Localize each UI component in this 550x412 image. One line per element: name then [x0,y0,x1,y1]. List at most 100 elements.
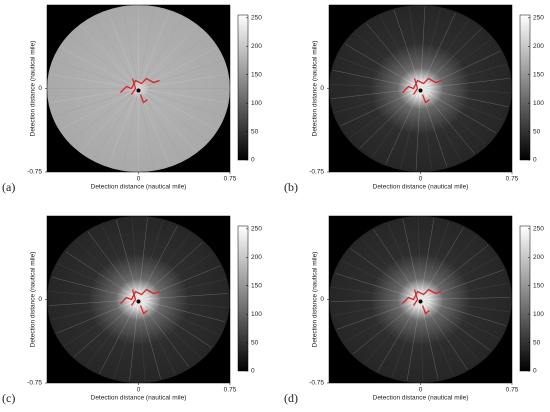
radar-streak [80,88,139,152]
colorbar-tick-label: 100 [251,100,262,107]
radar-streak [420,299,439,380]
colorbar-tick-label: 250 [533,226,544,233]
radar-streak [373,229,421,300]
colorbar-tick-label: 0 [533,157,537,164]
colorbar-tick-label: 150 [251,282,262,289]
radar-streak [138,299,212,348]
y-axis-label: Detection distance (nautical mile) [312,252,319,348]
radar-streak [54,88,139,117]
colorbar-tick-label: 50 [251,339,259,346]
panel-label: (b) [284,180,298,194]
radar-center [418,299,423,304]
colorbar-tick-label: 100 [533,311,544,318]
radar-streak [138,220,164,300]
radar-center [136,299,141,304]
radar-streak [50,74,139,89]
colorbar-tick-label: 100 [251,311,262,318]
radar-streak [420,269,505,300]
radar-streak [364,299,421,364]
radar-streak [138,88,197,152]
radar-streak [366,23,421,89]
radar-streak [402,219,421,300]
radar-streak [57,263,139,300]
colorbar-tick-label: 200 [251,254,262,261]
radar-streak [122,88,139,170]
y-tick-label: 0 [38,296,42,303]
colorbar-tick-label: 250 [251,15,262,22]
radar-streak [69,35,139,89]
radar-streak [385,88,421,164]
radar-streak [387,223,421,300]
radar-streak [420,88,496,134]
radar-streak [341,260,421,300]
radar-streak [420,28,482,89]
x-tick-label: 0 [137,387,141,394]
radar-center [418,88,423,93]
echo-trace [130,78,148,104]
radar-streak [409,7,421,89]
radar-streak [138,88,208,142]
radar-streak [138,60,223,89]
radar-streak [65,251,139,300]
radar-streak [51,299,139,320]
radar-streak [80,25,139,89]
y-axis-label: Detection distance (nautical mile) [30,41,37,137]
echo-trace [412,289,430,315]
x-tick-label: 0 [419,176,423,183]
radar-streak [138,88,223,117]
x-tick-label: 0.75 [224,176,237,183]
radar-streak [75,240,139,300]
x-tick-label: 0.75 [224,387,237,394]
colorbar-tick-label: 250 [251,226,262,233]
y-tick-label: 0 [320,296,324,303]
radar-streak [138,88,227,103]
colorbar [519,225,531,372]
radar-streak [345,43,421,89]
x-tick-label: 0 [419,387,423,394]
radar-streak [420,88,432,170]
radar-streak [60,47,139,89]
radar-streak [56,299,139,334]
radar-streak [340,88,421,127]
y-axis-label: Detection distance (nautical mile) [312,41,319,137]
colorbar [519,14,531,161]
radar-streak [93,17,139,89]
radar-streak [334,88,421,113]
target-echo [120,288,160,315]
radar-streak [420,88,487,145]
radar-streak [138,279,226,300]
radar-streak [138,218,148,300]
colorbar-tick-label: 250 [533,15,544,22]
radar-streak [129,299,139,381]
x-axis-label: Detection distance (nautical mile) [91,395,187,402]
x-axis-label: Detection distance (nautical mile) [91,184,187,191]
radar-streak [420,299,454,376]
x-tick-label: 0 [137,176,141,183]
radar-streak [420,6,426,89]
radar-streak [85,299,139,367]
radar-streak [138,299,161,379]
panel-label: (d) [284,391,298,405]
radar-streak [337,56,421,89]
radar-streak [343,299,421,343]
radar-streak [420,50,501,89]
target-echo [402,288,442,315]
colorbar-tick-label: 200 [251,43,262,50]
panel-label: (a) [2,180,15,194]
radar-streak [420,218,435,300]
radar-streak [116,220,139,300]
radar-streak [138,265,221,300]
radar-streak [353,299,421,354]
radar-streak [420,299,480,362]
radar-streak [420,299,500,339]
radar-streak [420,8,441,89]
radar-streak [377,299,421,372]
radar-streak [64,299,139,346]
radar-streak [113,299,139,379]
radar-streak [359,88,421,149]
radar-streak [420,88,508,107]
y-tick-label: -0.75 [309,380,324,387]
x-axis-label: Detection distance (nautical mile) [373,395,469,402]
colorbar [237,14,249,161]
